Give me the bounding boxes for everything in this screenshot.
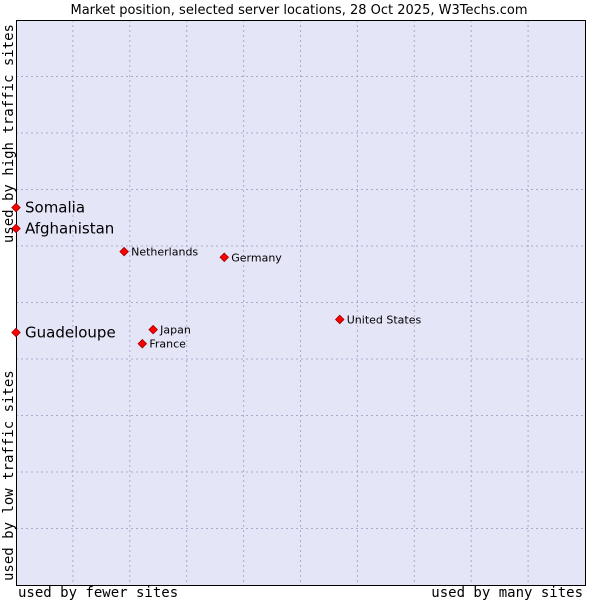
data-points: Somalia Afghanistan Guadeloupe Netherlands G… (11, 199, 422, 351)
point-marker-guadeloupe (11, 327, 21, 338)
point-marker-germany (219, 252, 230, 263)
plot-frame (16, 20, 586, 586)
point-marker-france (137, 338, 148, 349)
point-label-united-states: United States (347, 313, 422, 326)
point-label-guadeloupe: Guadeloupe (25, 323, 116, 341)
x-axis-label-many: used by many sites (431, 585, 583, 600)
point-label-germany: Germany (231, 251, 282, 264)
point-label-france: France (149, 338, 186, 351)
point-marker-japan (148, 324, 158, 335)
point-marker-united-states (334, 314, 345, 325)
point-marker-somalia (11, 202, 21, 213)
point-label-somalia: Somalia (25, 199, 85, 217)
y-axis-label-low: used by low traffic sites (1, 370, 17, 581)
point-label-japan: Japan (159, 324, 191, 337)
point-marker-afghanistan (11, 223, 21, 234)
point-label-afghanistan: Afghanistan (25, 219, 114, 237)
grid-lines (16, 20, 585, 585)
point-label-netherlands: Netherlands (131, 246, 198, 259)
y-axis-label-high: used by high traffic sites (1, 24, 17, 243)
point-marker-netherlands (119, 246, 129, 257)
chart-title: Market position, selected server locatio… (70, 3, 527, 18)
x-axis-label-fewer: used by fewer sites (18, 585, 178, 600)
